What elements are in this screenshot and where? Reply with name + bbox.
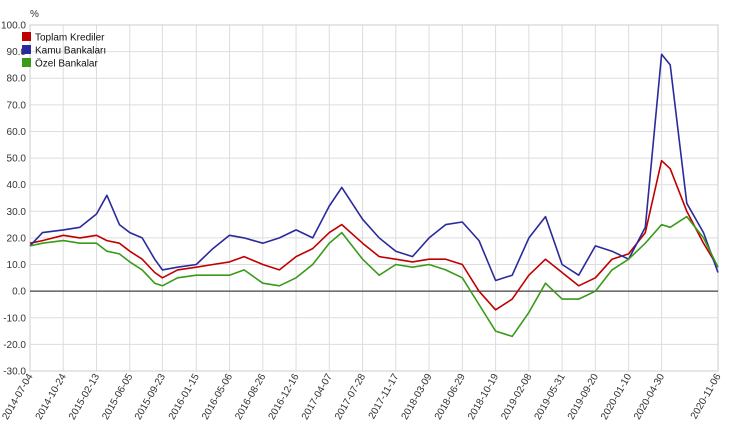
- legend-swatch: [22, 58, 31, 67]
- x-tick-label: 2017-04-07: [300, 372, 335, 422]
- legend-label: Özel Bankalar: [35, 58, 98, 70]
- x-tick-label: 2019-05-31: [533, 372, 568, 422]
- series-line-1: [29, 159, 719, 311]
- y-axis-label: %: [30, 9, 39, 20]
- x-tick-label: 2014-10-24: [34, 372, 69, 422]
- series-line-3: [29, 215, 719, 338]
- x-tick-label: 2020-11-06: [689, 372, 724, 422]
- x-tick-label: 2018-06-29: [433, 372, 468, 422]
- y-tick-label: 50.0: [7, 154, 27, 165]
- y-tick-label: -30.0: [3, 367, 26, 378]
- y-tick-label: 100.0: [1, 21, 26, 32]
- y-tick-label: -20.0: [3, 340, 26, 351]
- x-tick-label: 2019-09-20: [566, 372, 601, 422]
- series-line-2: [29, 53, 719, 282]
- y-tick-label: 80.0: [7, 74, 27, 85]
- x-tick-labels: 2014-07-042014-10-242015-02-132015-06-05…: [0, 372, 723, 422]
- x-tick-label: 2020-01-10: [599, 372, 634, 422]
- y-tick-label: 60.0: [7, 127, 27, 138]
- x-tick-label: 2014-07-04: [0, 372, 35, 422]
- x-tick-label: 2016-08-26: [233, 372, 268, 422]
- x-tick-label: 2017-07-28: [333, 372, 368, 422]
- x-tick-label: 2020-04-30: [632, 372, 667, 422]
- x-tick-label: 2015-06-05: [100, 372, 135, 422]
- x-tick-label: 2018-03-09: [400, 372, 435, 422]
- y-tick-label: 0.0: [12, 287, 26, 298]
- series-lines: [29, 53, 719, 338]
- x-tick-label: 2016-05-06: [200, 372, 235, 422]
- legend-swatch: [22, 45, 31, 54]
- x-tick-label: 2015-02-13: [67, 372, 102, 422]
- grid-lines: [29, 24, 719, 372]
- legend-label: Kamu Bankaları: [35, 46, 106, 57]
- y-tick-label: 90.0: [7, 47, 27, 58]
- x-tick-label: 2018-10-19: [466, 372, 501, 422]
- x-tick-label: 2015-09-23: [133, 372, 168, 422]
- y-tick-label: 30.0: [7, 207, 27, 218]
- y-tick-labels: 100.0 90.0 80.0 70.0 60.0 50.0 40.0 30.0 20.0 10.…: [1, 21, 26, 378]
- y-tick-label: 20.0: [7, 233, 27, 244]
- y-tick-label: 40.0: [7, 180, 27, 191]
- y-tick-label: -10.0: [3, 313, 26, 324]
- plot-border: [29, 24, 719, 372]
- x-tick-label: 2017-11-17: [367, 372, 402, 422]
- y-tick-label: 10.0: [7, 260, 27, 271]
- legend-swatch: [22, 32, 31, 41]
- y-tick-label: 70.0: [7, 100, 27, 111]
- x-tick-label: 2016-01-15: [167, 372, 202, 422]
- x-tick-label: 2016-12-16: [267, 372, 302, 422]
- x-tick-label: 2019-02-08: [499, 372, 534, 422]
- legend-label: Toplam Krediler: [35, 33, 105, 44]
